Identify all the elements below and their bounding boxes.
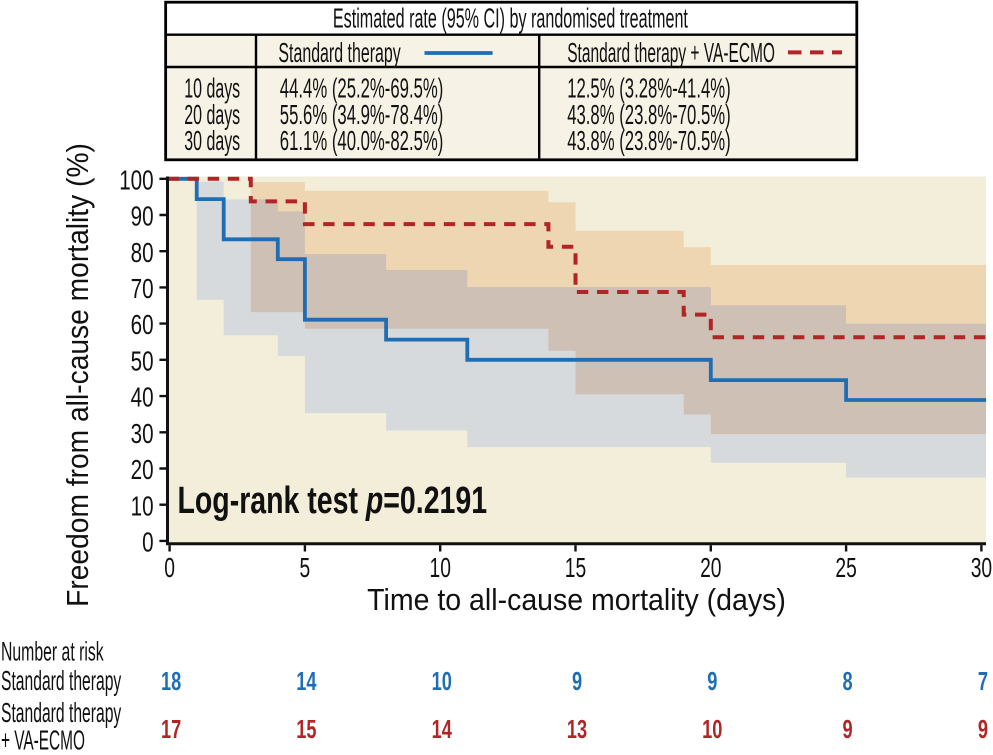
svg-text:18: 18	[161, 667, 181, 696]
svg-text:14: 14	[432, 715, 453, 744]
svg-text:17: 17	[161, 715, 181, 744]
svg-text:5: 5	[300, 554, 311, 584]
svg-text:15: 15	[296, 715, 316, 744]
svg-text:20 days: 20 days	[184, 99, 240, 130]
svg-text:40: 40	[131, 383, 154, 414]
svg-text:13: 13	[567, 715, 587, 744]
svg-text:43.8% (23.8%-70.5%): 43.8% (23.8%-70.5%)	[567, 98, 731, 129]
svg-text:9: 9	[707, 667, 717, 696]
svg-text:Freedom from all-cause mortali: Freedom from all-cause mortality (%)	[61, 143, 96, 607]
svg-text:50: 50	[131, 347, 154, 378]
svg-text:Log-rank test p=0.2191: Log-rank test p=0.2191	[178, 480, 488, 522]
svg-text:Standard therapy: Standard therapy	[1, 696, 122, 728]
svg-text:0: 0	[164, 554, 175, 584]
svg-text:10: 10	[429, 554, 450, 584]
svg-text:10: 10	[702, 715, 722, 744]
svg-text:9: 9	[572, 667, 582, 696]
svg-text:0: 0	[142, 528, 153, 559]
svg-text:Standard therapy + VA-ECMO: Standard therapy + VA-ECMO	[567, 37, 775, 68]
svg-text:9: 9	[978, 715, 988, 744]
svg-text:15: 15	[565, 554, 586, 584]
svg-text:20: 20	[700, 554, 721, 584]
svg-text:60: 60	[131, 310, 154, 341]
svg-text:+ VA-ECMO: + VA-ECMO	[1, 725, 85, 755]
svg-text:Standard therapy: Standard therapy	[1, 664, 122, 696]
svg-text:80: 80	[131, 238, 154, 269]
svg-text:43.8% (23.8%-70.5%): 43.8% (23.8%-70.5%)	[567, 125, 731, 156]
svg-text:9: 9	[843, 715, 853, 744]
svg-text:61.1% (40.0%-82.5%): 61.1% (40.0%-82.5%)	[280, 125, 444, 156]
svg-text:12.5% (3.28%-41.4%): 12.5% (3.28%-41.4%)	[567, 72, 731, 103]
svg-text:25: 25	[835, 554, 856, 584]
svg-text:10: 10	[432, 667, 452, 696]
svg-text:30: 30	[131, 419, 154, 450]
svg-text:Standard therapy: Standard therapy	[278, 38, 401, 69]
svg-text:70: 70	[131, 274, 154, 305]
svg-text:Estimated rate (95% CI) by ran: Estimated rate (95% CI) by randomised tr…	[333, 3, 689, 33]
svg-text:Number at risk: Number at risk	[1, 636, 104, 667]
svg-text:20: 20	[131, 455, 154, 486]
svg-text:100: 100	[119, 166, 153, 197]
svg-text:Time to all-cause mortality (d: Time to all-cause mortality (days)	[367, 583, 786, 617]
svg-text:30 days: 30 days	[184, 126, 240, 157]
svg-text:55.6% (34.9%-78.4%): 55.6% (34.9%-78.4%)	[280, 98, 444, 129]
svg-text:44.4% (25.2%-69.5%): 44.4% (25.2%-69.5%)	[280, 72, 444, 103]
svg-text:30: 30	[971, 554, 992, 584]
svg-text:90: 90	[131, 202, 154, 233]
svg-text:10: 10	[131, 492, 154, 523]
svg-text:10 days: 10 days	[184, 73, 240, 104]
svg-text:7: 7	[978, 667, 988, 696]
svg-text:8: 8	[843, 667, 853, 696]
svg-text:14: 14	[296, 667, 317, 696]
